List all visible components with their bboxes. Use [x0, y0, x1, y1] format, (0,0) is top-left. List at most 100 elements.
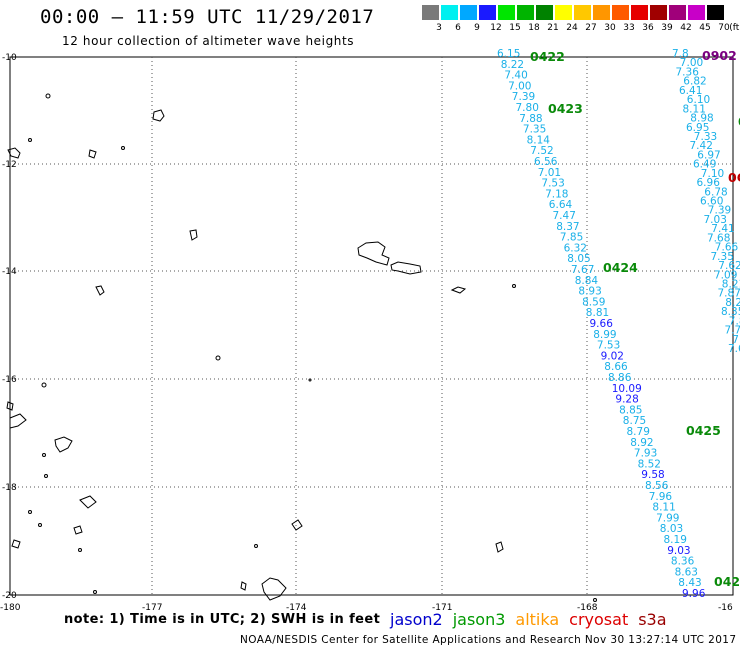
legend-label-9: 9 [474, 23, 480, 33]
wave-height-value: 8.84 [575, 275, 599, 287]
islet [215, 355, 221, 361]
wave-height-value: 8.63 [675, 566, 698, 578]
wave-height-value: 6.82 [683, 76, 706, 88]
legend-swatch-18 [517, 5, 534, 20]
lon-label: -177 [142, 603, 162, 613]
wave-height-value: 7.39 [708, 205, 731, 217]
wave-height-value: 6.97 [697, 149, 720, 161]
wave-height-value: 8.98 [690, 113, 713, 125]
legend-label-36: 36 [642, 23, 654, 33]
track-time-label: 0422 [530, 49, 565, 64]
legend-swatch-6 [441, 5, 458, 20]
wave-height-value: 7.62 [718, 260, 740, 272]
island-small [88, 149, 97, 159]
graticule [9, 56, 734, 596]
satellite-cryosat: cryosat [569, 610, 629, 629]
island-small [79, 495, 97, 509]
wave-height-value: 7.85 [560, 232, 583, 244]
credit-line: NOAA/NESDIS Center for Satellite Applica… [240, 634, 737, 646]
wave-height-value: 8.59 [582, 296, 605, 308]
map-frame [9, 56, 734, 596]
satellite-s3a: s3a [638, 610, 667, 629]
wave-height-value: 7.53 [597, 340, 620, 352]
wave-height-value: 7.66 [715, 242, 739, 254]
wave-height-value: 8.14 [527, 134, 551, 146]
wave-height-value: 7.87 [718, 288, 740, 300]
legend-label-6: 6 [455, 23, 461, 33]
wave-height-value: 6.56 [534, 156, 558, 168]
legend-swatch-3 [422, 5, 439, 20]
legend-swatch-39 [650, 5, 667, 20]
wave-height-value: 8.81 [586, 307, 609, 319]
island-small [73, 525, 83, 535]
legend-swatch-45 [688, 5, 705, 20]
wave-height-value: 6.41 [679, 85, 702, 97]
wave-height-value: 7.8 [732, 334, 740, 346]
wave-height-value: 7.93 [634, 448, 657, 460]
island-small [261, 577, 287, 601]
island-small [11, 539, 21, 549]
wave-height-value: 7.39 [512, 91, 535, 103]
wave-height-value: 7.03 [704, 214, 727, 226]
island-small [189, 229, 198, 241]
wave-height-value: 8.35 [721, 306, 740, 318]
lat-label: -20 [2, 591, 17, 601]
legend-label-70: 70 [718, 23, 730, 33]
lat-label: -14 [2, 267, 17, 277]
island-small [495, 541, 504, 553]
lon-label: -174 [286, 603, 307, 613]
wave-height-value: 8.21 [722, 279, 740, 291]
wave-height-value: 7.42 [690, 140, 713, 152]
wave-height-value: 7.8 [672, 48, 689, 60]
legend-swatch-9 [460, 5, 477, 20]
wave-height-value: 7.96 [649, 491, 673, 503]
legend-label-45: 45 [699, 23, 711, 33]
wave-height-value: 9.02 [601, 350, 624, 362]
island-small [291, 519, 303, 531]
legend-label-12: 12 [490, 23, 502, 33]
wave-height-value: 7.68 [707, 232, 730, 244]
wave-height-value: 7.10 [701, 168, 724, 180]
wave-height-value: 8.36 [671, 556, 695, 568]
wave-height-value: 7.88 [519, 113, 542, 125]
islet [28, 510, 32, 514]
legend-swatch-70 [707, 5, 724, 20]
islet [41, 382, 47, 388]
track-time-label: 0425 [686, 423, 721, 438]
map-title: 00:00 – 11:59 UTC 11/29/2017 [40, 6, 375, 28]
longitude-labels: -180 -177 -174 -171 -168 -16 [0, 603, 733, 613]
wave-height-value: 7.35 [711, 251, 734, 263]
island-small [6, 401, 14, 411]
track-time-label: 0C [728, 170, 740, 185]
wave-height-value: 7.99 [656, 512, 679, 524]
legend-swatch-30 [593, 5, 610, 20]
lat-label: -12 [2, 160, 17, 170]
wave-height-value: 7.41 [711, 223, 734, 235]
legend-label-24: 24 [566, 23, 578, 33]
wave-height-value: 6.64 [549, 199, 573, 211]
lat-label: -18 [2, 483, 17, 493]
wave-height-value: 8.22 [725, 297, 740, 309]
island-tutuila [390, 261, 422, 275]
wave-height-value: 8.03 [660, 523, 683, 535]
island-small [54, 436, 73, 453]
wave-height-value: 7.36 [676, 66, 700, 78]
track-time-label: 09 [738, 114, 740, 129]
wave-height-value: 8.85 [619, 404, 642, 416]
wave-height-value: 7.33 [694, 131, 717, 143]
islet [38, 523, 42, 527]
island-small [95, 285, 105, 296]
islet [121, 146, 125, 150]
wave-height-value: 8.19 [664, 534, 687, 546]
wave-height-value: 8.75 [623, 415, 646, 427]
wave-height-value: 7.6 [728, 343, 740, 355]
island-small [450, 286, 467, 294]
legend-unit: (ft) [729, 23, 740, 33]
island-upolu-savaii [357, 241, 390, 266]
wave-height-value: 6.32 [564, 242, 587, 254]
wave-height-value: 8.92 [630, 437, 653, 449]
altimeter-track-b: 7.87.007.366.826.416.108.118.986.957.337… [672, 48, 740, 355]
lon-label: -180 [0, 603, 21, 613]
legend-swatch-33 [612, 5, 629, 20]
